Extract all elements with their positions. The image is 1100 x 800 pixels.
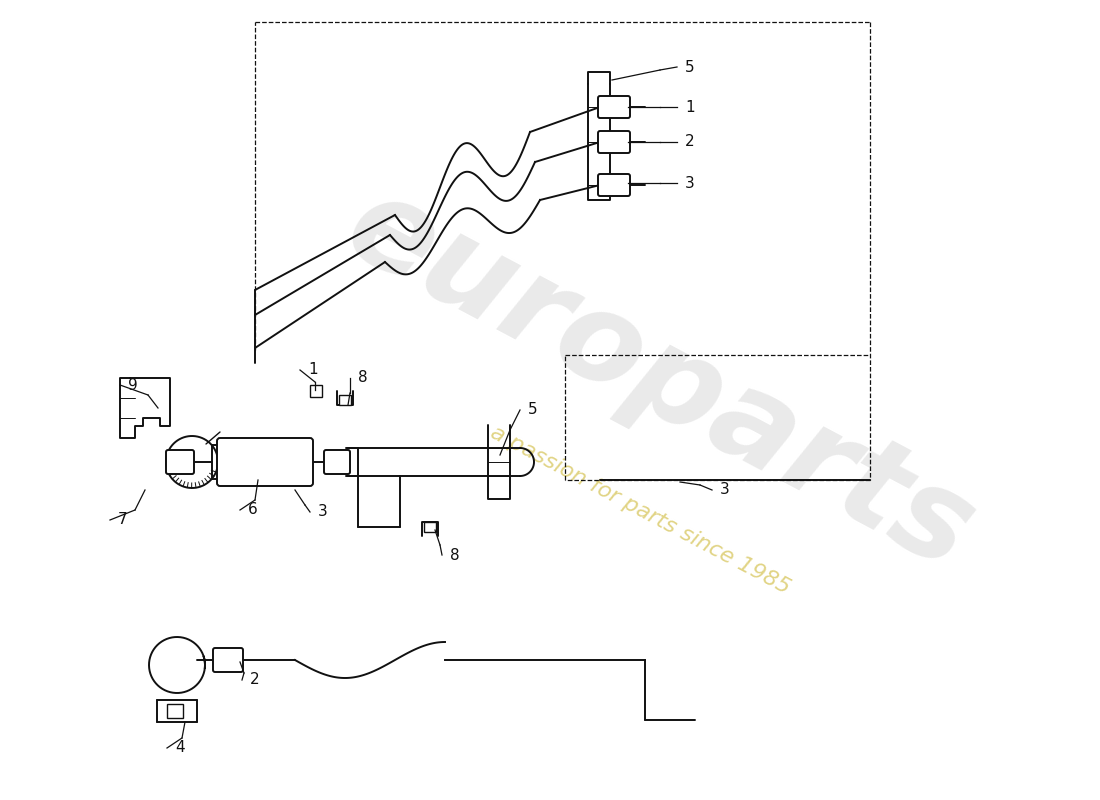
Text: 9: 9 [128, 378, 138, 393]
Bar [424, 522, 436, 532]
Bar [167, 704, 183, 718]
Text: 3: 3 [685, 175, 695, 190]
Text: 3: 3 [720, 482, 729, 498]
Text: 5: 5 [528, 402, 538, 418]
FancyBboxPatch shape [598, 96, 630, 118]
Text: 5: 5 [685, 59, 694, 74]
Text: 1: 1 [685, 99, 694, 114]
FancyBboxPatch shape [598, 174, 630, 196]
Text: europarts: europarts [327, 165, 993, 595]
Bar [310, 385, 322, 397]
Text: 7: 7 [118, 513, 128, 527]
Text: 6: 6 [248, 502, 257, 518]
Text: 4: 4 [175, 741, 185, 755]
Text: 2: 2 [685, 134, 694, 150]
Bar [339, 395, 351, 405]
Text: a passion for parts since 1985: a passion for parts since 1985 [487, 422, 793, 598]
Text: 1: 1 [308, 362, 318, 378]
Text: 8: 8 [450, 547, 460, 562]
FancyBboxPatch shape [324, 450, 350, 474]
Text: 3: 3 [318, 505, 328, 519]
FancyBboxPatch shape [598, 131, 630, 153]
FancyBboxPatch shape [217, 438, 314, 486]
Text: 8: 8 [358, 370, 367, 386]
Text: 2: 2 [250, 673, 260, 687]
FancyBboxPatch shape [213, 648, 243, 672]
FancyBboxPatch shape [166, 450, 194, 474]
